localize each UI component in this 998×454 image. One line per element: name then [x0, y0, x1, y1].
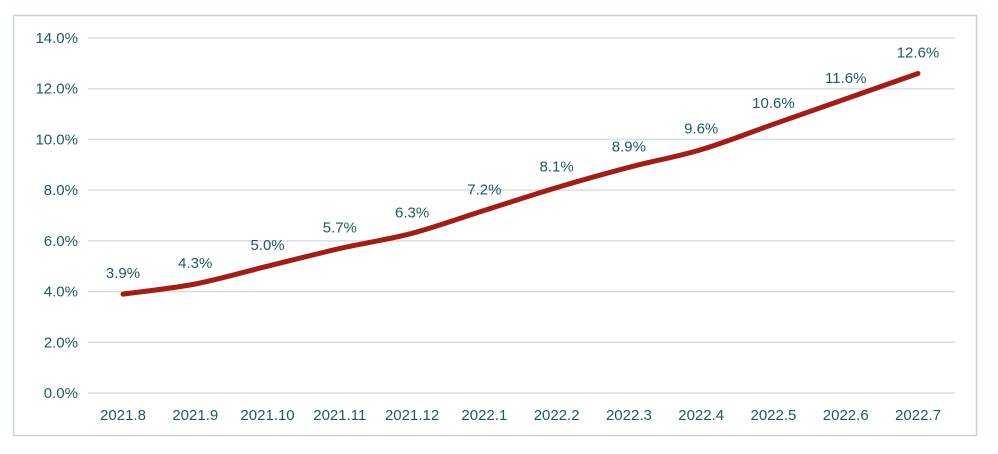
- x-tick-label: 2022.6: [823, 407, 869, 424]
- x-tick-label: 2022.3: [606, 407, 652, 424]
- y-tick-label: 6.0%: [44, 233, 78, 250]
- y-tick-label: 14.0%: [35, 30, 78, 47]
- x-tick-label: 2021.9: [172, 407, 218, 424]
- series-line: [120, 71, 921, 297]
- x-tick-label: 2022.4: [678, 407, 724, 424]
- x-tick-label: 2021.11: [313, 407, 366, 424]
- x-tick-label: 2021.12: [385, 407, 439, 424]
- data-label: 3.9%: [106, 265, 140, 282]
- data-label: 8.1%: [540, 159, 574, 176]
- data-label: 5.0%: [250, 237, 284, 254]
- data-label: 4.3%: [178, 255, 212, 272]
- x-tick-label: 2022.5: [751, 407, 797, 424]
- y-tick-label: 10.0%: [35, 131, 78, 148]
- data-label: 7.2%: [467, 181, 501, 198]
- data-label: 9.6%: [684, 121, 718, 138]
- data-label: 10.6%: [752, 95, 795, 112]
- data-label: 12.6%: [897, 45, 940, 62]
- data-label: 5.7%: [323, 219, 357, 236]
- x-tick-label: 2021.10: [240, 407, 294, 424]
- data-label: 6.3%: [395, 204, 429, 221]
- chart-frame: [12, 14, 978, 437]
- y-tick-label: 8.0%: [44, 182, 78, 199]
- y-tick-label: 12.0%: [35, 81, 78, 98]
- x-tick-label: 2022.2: [534, 407, 580, 424]
- y-tick-label: 0.0%: [44, 385, 78, 402]
- x-tick-label: 2022.7: [895, 407, 941, 424]
- y-tick-label: 4.0%: [44, 284, 78, 301]
- x-tick-label: 2022.1: [461, 407, 507, 424]
- data-label: 8.9%: [612, 138, 646, 155]
- x-tick-label: 2021.8: [100, 407, 146, 424]
- y-tick-label: 2.0%: [44, 334, 78, 351]
- data-label: 11.6%: [825, 70, 866, 87]
